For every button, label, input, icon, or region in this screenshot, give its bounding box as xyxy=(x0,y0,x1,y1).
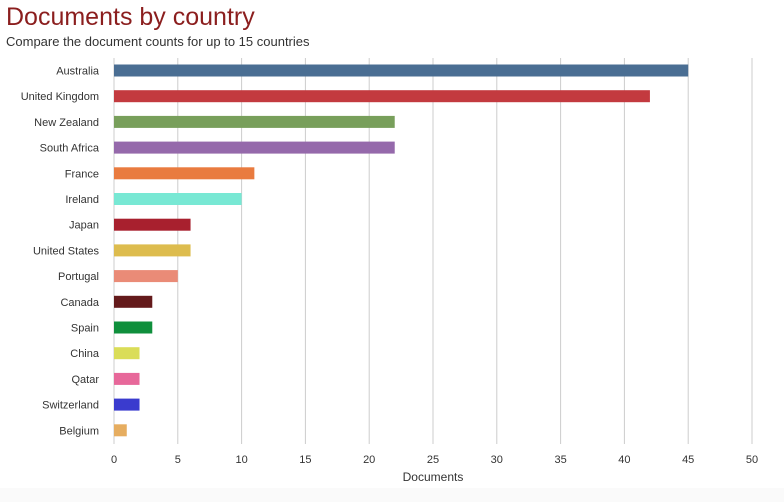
x-tick-label: 45 xyxy=(682,454,694,466)
x-tick-label: 50 xyxy=(746,454,758,466)
bar xyxy=(114,64,689,77)
y-category-label: China xyxy=(70,348,100,360)
y-category-label: New Zealand xyxy=(34,117,99,129)
y-category-label: Ireland xyxy=(65,194,99,206)
bar xyxy=(114,424,127,437)
bar xyxy=(114,398,140,411)
chart-title: Documents by country xyxy=(6,3,255,31)
y-category-label: United Kingdom xyxy=(21,91,99,103)
x-tick-label: 40 xyxy=(618,454,630,466)
bar xyxy=(114,372,140,385)
footer-band xyxy=(0,488,784,502)
x-tick-label: 30 xyxy=(491,454,503,466)
x-tick-label: 10 xyxy=(235,454,247,466)
y-category-label: United States xyxy=(33,245,100,257)
y-category-label: Belgium xyxy=(59,425,99,437)
bar xyxy=(114,218,191,231)
y-category-label: Switzerland xyxy=(42,400,99,412)
x-tick-label: 20 xyxy=(363,454,375,466)
bar xyxy=(114,167,255,180)
bar xyxy=(114,115,395,128)
bar xyxy=(114,321,153,334)
x-axis-title: Documents xyxy=(403,470,464,484)
bar xyxy=(114,193,242,205)
bar xyxy=(114,295,153,308)
y-category-label: South Africa xyxy=(40,143,100,155)
y-category-label: Australia xyxy=(56,66,100,78)
y-category-label: Japan xyxy=(69,220,99,232)
bar xyxy=(114,347,140,360)
x-tick-label: 0 xyxy=(111,454,117,466)
x-tick-label: 35 xyxy=(554,454,566,466)
x-tick-label: 5 xyxy=(175,454,181,466)
chart-subtitle: Compare the document counts for up to 15… xyxy=(6,34,310,49)
x-tick-label: 15 xyxy=(299,454,311,466)
x-tick-label: 25 xyxy=(427,454,439,466)
y-category-label: Portugal xyxy=(58,271,99,283)
bar xyxy=(114,244,191,257)
bar xyxy=(114,90,650,103)
y-category-label: Qatar xyxy=(71,374,99,386)
y-category-label: France xyxy=(65,168,99,180)
y-category-label: Canada xyxy=(60,297,99,309)
bar xyxy=(114,141,395,154)
bar xyxy=(114,270,178,283)
y-category-label: Spain xyxy=(71,323,99,335)
